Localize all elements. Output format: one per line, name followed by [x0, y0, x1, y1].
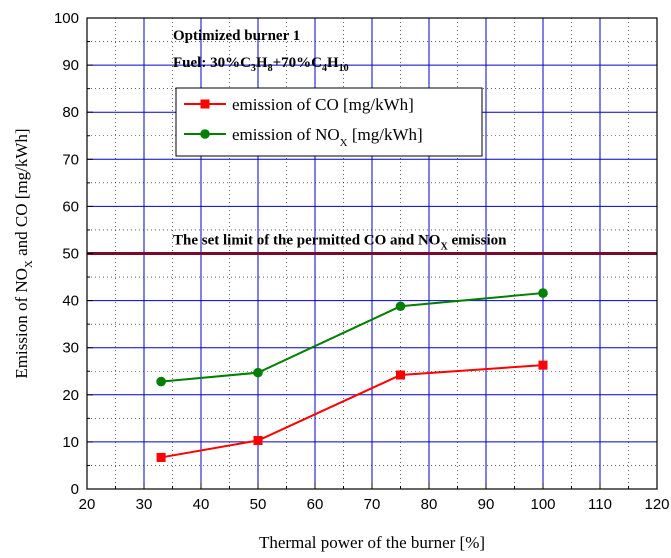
x-tick-label: 70: [364, 496, 381, 513]
y-tick-label: 10: [62, 434, 79, 451]
y-tick-label: 20: [62, 387, 79, 404]
x-tick-label: 50: [250, 496, 267, 513]
data-point-square: [156, 452, 166, 462]
axis-ticks: 20 30 40 50 60 70 80 90 100 110 120 0 10 20 30 40 50 60 70…: [54, 10, 670, 513]
x-tick-label: 30: [136, 496, 153, 513]
data-point-square: [538, 360, 548, 370]
x-tick-label: 120: [644, 496, 669, 513]
y-tick-label: 30: [62, 340, 79, 357]
x-tick-label: 40: [193, 496, 210, 513]
series-line-0: [160, 364, 544, 459]
data-point-square: [200, 99, 210, 109]
x-tick-label: 80: [421, 496, 438, 513]
y-tick-label: 70: [62, 151, 79, 168]
data-point-square: [253, 435, 263, 445]
data-point-circle: [253, 367, 263, 378]
data-point-square: [396, 370, 405, 380]
legend-box: [175, 87, 483, 157]
x-tick-label: 110: [588, 496, 612, 513]
data-point-circle: [538, 288, 548, 298]
y-tick-label: 0: [71, 481, 79, 498]
y-tick-label: 80: [62, 104, 79, 121]
y-tick-label: 60: [62, 198, 79, 215]
y-tick-label: 40: [62, 293, 79, 310]
legend: emission of CO [mg/kWh] emission of NOX […: [175, 87, 483, 157]
legend-label-1: emission of NOX [mg/kWh]: [232, 125, 423, 149]
y-tick-label: 100: [54, 10, 79, 27]
x-tick-label: 60: [307, 496, 324, 513]
x-tick-label: 90: [478, 496, 495, 513]
fuel-label: Fuel: 30%C3H8+70%C4H10: [173, 55, 349, 74]
data-point-circle: [200, 129, 210, 139]
x-tick-label: 20: [79, 496, 96, 513]
chart-title: Optimized burner 1: [173, 28, 300, 44]
series-group: [156, 288, 548, 462]
data-point-circle: [156, 376, 166, 387]
x-tick-label: 100: [530, 496, 555, 513]
data-point-circle: [395, 301, 406, 312]
y-tick-label: 50: [62, 246, 79, 263]
y-axis-title: Emission of NOX and CO [mg/kWh]: [12, 128, 35, 378]
limit-line-label: The set limit of the permitted CO and NO…: [173, 233, 507, 253]
y-tick-label: 90: [62, 57, 79, 74]
series-line-1: [161, 292, 544, 383]
legend-label-0: emission of CO [mg/kWh]: [232, 95, 414, 114]
x-axis-title: Thermal power of the burner [%]: [259, 533, 485, 552]
